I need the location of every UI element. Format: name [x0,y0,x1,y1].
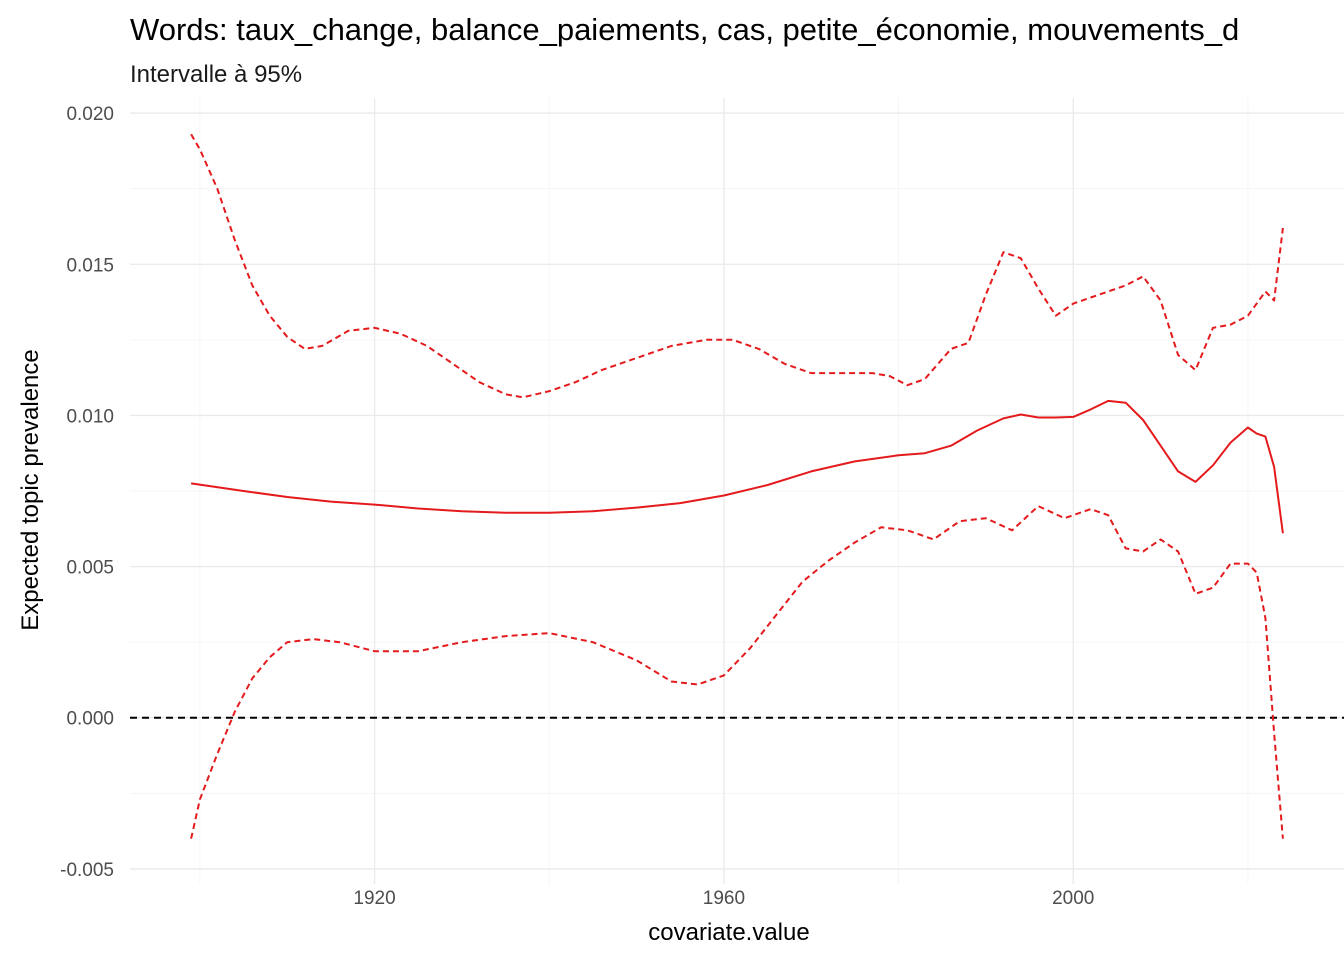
y-tick-label: 0.010 [66,406,114,427]
y-axis-title: Expected topic prevalence [17,349,44,631]
y-tick-label: 0.020 [66,104,114,125]
series-line-upper [190,133,1284,399]
y-axis: -0.005 0.000 0.005 0.010 0.015 0.020 [60,104,114,881]
series-line-estimate [190,399,1284,534]
y-tick-label: 0.000 [66,709,114,730]
x-axis-title: covariate.value [648,919,809,946]
chart-title: Words: taux_change, balance_paiements, c… [130,12,1239,47]
y-tick-label: 0.005 [66,558,114,579]
y-tick-label: 0.015 [66,255,114,276]
series-line-lower [190,505,1284,839]
chart-subtitle: Intervalle à 95% [130,61,302,88]
x-tick-label: 2000 [1052,888,1094,909]
x-tick-label: 1920 [353,888,395,909]
y-tick-label: -0.005 [60,860,114,881]
x-tick-label: 1960 [703,888,745,909]
grid [130,98,1344,884]
x-axis: 1920 1960 2000 [353,888,1094,909]
plot-lines [130,133,1344,839]
